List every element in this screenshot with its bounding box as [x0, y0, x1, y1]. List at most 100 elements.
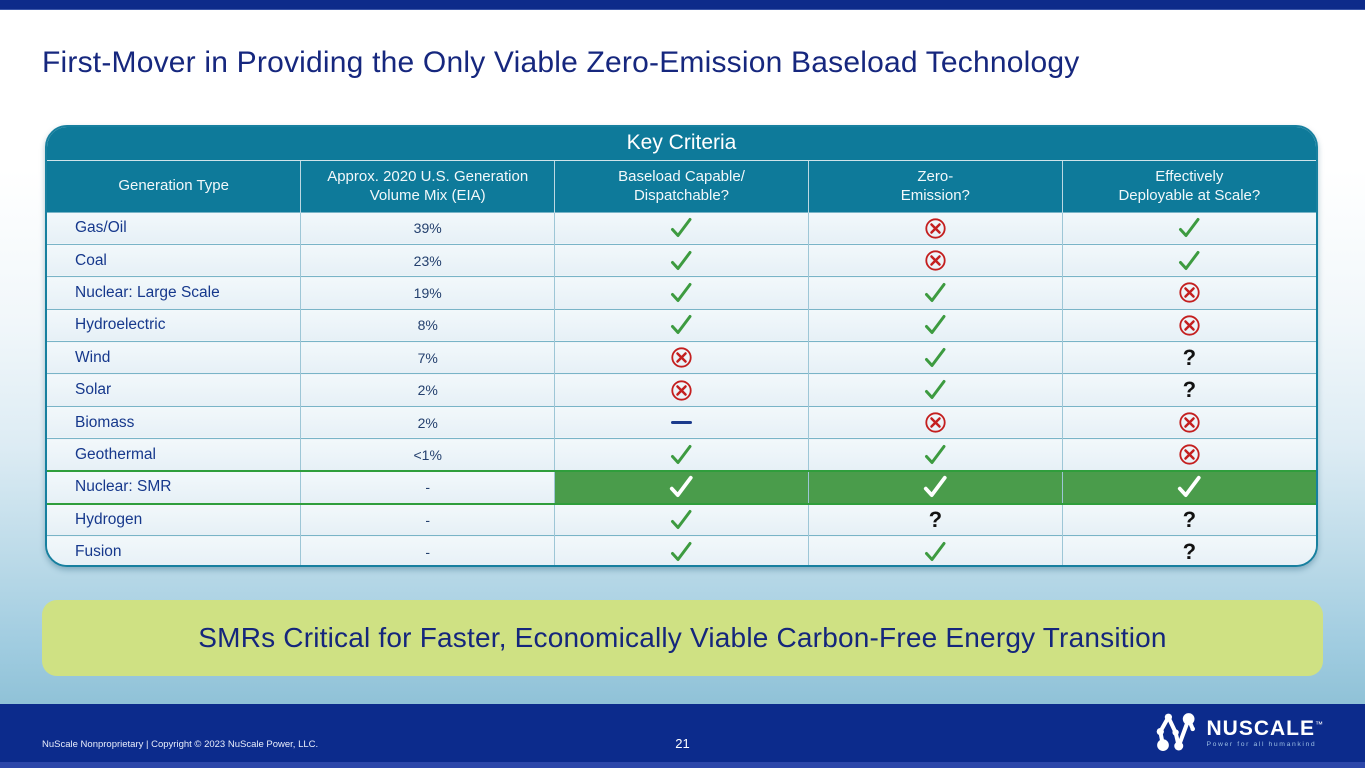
key-criteria-table: Key Criteria Generation Type Approx. 202… — [45, 125, 1318, 567]
volume-mix-cell: - — [300, 535, 555, 565]
generation-type-cell: Nuclear: SMR — [47, 470, 301, 505]
check-icon — [671, 444, 692, 464]
cross-circle-icon — [925, 412, 946, 433]
table-row: Gas/Oil 39% — [47, 211, 1316, 245]
zero-emission-cell — [807, 211, 1063, 245]
cross-circle-icon — [1179, 315, 1200, 336]
volume-mix-cell: - — [300, 503, 555, 536]
volume-mix-cell: 2% — [300, 405, 555, 439]
deployable-cell — [1061, 438, 1316, 472]
baseload-cell — [554, 308, 809, 342]
generation-type-cell: Geothermal — [47, 438, 301, 472]
column-header-zero-emission: Zero- Emission? — [807, 159, 1063, 212]
deployable-cell — [1061, 405, 1316, 439]
check-icon — [671, 542, 692, 562]
top-accent-bar — [0, 0, 1365, 10]
logo-text-block: NUSCALE™ Power for all humankind — [1206, 718, 1323, 748]
deployable-cell — [1061, 276, 1316, 310]
check-icon — [925, 444, 946, 464]
nuscale-logo: NUSCALE™ Power for all humankind — [1154, 710, 1323, 755]
deployable-cell: ? — [1061, 503, 1316, 536]
baseload-cell — [554, 373, 809, 407]
generation-type-cell: Gas/Oil — [47, 211, 301, 245]
baseload-cell — [554, 470, 809, 505]
dash-icon — [670, 420, 692, 425]
logo-tagline: Power for all humankind — [1206, 740, 1317, 748]
bottom-edge-strip — [0, 762, 1365, 768]
cross-circle-icon — [1179, 444, 1200, 465]
cross-circle-icon — [671, 347, 692, 368]
deployable-cell: ? — [1061, 373, 1316, 407]
trademark-symbol: ™ — [1315, 719, 1323, 729]
cross-circle-icon — [925, 218, 946, 239]
generation-type-cell: Solar — [47, 373, 301, 407]
cross-circle-icon — [1179, 412, 1200, 433]
key-message-banner: SMRs Critical for Faster, Economically V… — [42, 600, 1323, 676]
table-body: Gas/Oil 39% Coal 23% Nuclear: Large Scale 19%… — [47, 211, 1316, 565]
logo-wordmark: NUSCALE — [1206, 716, 1315, 740]
volume-mix-cell: 7% — [300, 341, 555, 374]
column-header-volume-mix: Approx. 2020 U.S. Generation Volume Mix … — [300, 159, 555, 212]
zero-emission-cell — [807, 438, 1063, 472]
question-mark: ? — [1182, 377, 1197, 403]
question-mark: ? — [1182, 506, 1197, 532]
generation-type-cell: Hydroelectric — [47, 308, 301, 342]
volume-mix-cell: 23% — [300, 243, 555, 277]
baseload-cell — [554, 405, 809, 439]
generation-type-cell: Biomass — [47, 405, 301, 439]
table-title: Key Criteria — [47, 127, 1316, 160]
zero-emission-cell — [807, 470, 1063, 505]
zero-emission-cell — [807, 276, 1063, 310]
check-icon — [1179, 218, 1200, 238]
column-header-baseload: Baseload Capable/ Dispatchable? — [554, 159, 809, 212]
table-column-header-row: Generation Type Approx. 2020 U.S. Genera… — [47, 159, 1316, 212]
check-icon — [671, 218, 692, 238]
check-icon — [924, 476, 947, 498]
check-icon — [925, 542, 946, 562]
volume-mix-cell: 8% — [300, 308, 555, 342]
zero-emission-cell — [807, 308, 1063, 342]
copyright-text: NuScale Nonproprietary | Copyright © 202… — [42, 739, 319, 750]
generation-type-cell: Coal — [47, 243, 301, 277]
check-icon — [671, 250, 692, 270]
baseload-cell — [554, 276, 809, 310]
generation-comparison-table: Key Criteria Generation Type Approx. 202… — [47, 127, 1316, 565]
baseload-cell — [554, 243, 809, 277]
check-icon — [925, 282, 946, 302]
zero-emission-cell: ? — [807, 503, 1063, 536]
table-row: Geothermal <1% — [47, 438, 1316, 472]
deployable-cell — [1061, 308, 1316, 342]
generation-type-cell: Fusion — [47, 535, 301, 565]
baseload-cell — [554, 503, 809, 536]
generation-type-cell: Hydrogen — [47, 503, 301, 536]
slide-title: First-Mover in Providing the Only Viable… — [42, 46, 1080, 79]
generation-type-cell: Nuclear: Large Scale — [47, 276, 301, 310]
deployable-cell — [1061, 211, 1316, 245]
volume-mix-cell: 2% — [300, 373, 555, 407]
table-row: Coal 23% — [47, 243, 1316, 277]
check-icon — [925, 380, 946, 400]
question-mark: ? — [1182, 539, 1197, 565]
table-row: Hydrogen -?? — [47, 503, 1316, 536]
zero-emission-cell — [807, 405, 1063, 439]
table-row: Nuclear: SMR - — [47, 470, 1316, 505]
check-icon — [670, 476, 694, 498]
table-row: Biomass 2% — [47, 405, 1316, 439]
check-icon — [1179, 250, 1200, 270]
question-mark: ? — [928, 506, 943, 532]
deployable-cell: ? — [1061, 341, 1316, 374]
zero-emission-cell — [807, 243, 1063, 277]
deployable-cell — [1061, 243, 1316, 277]
footer-bar: NuScale Nonproprietary | Copyright © 202… — [0, 704, 1365, 762]
deployable-cell: ? — [1061, 535, 1316, 565]
check-icon — [925, 315, 946, 335]
baseload-cell — [554, 211, 809, 245]
column-header-generation-type: Generation Type — [47, 159, 301, 212]
check-icon — [671, 509, 692, 529]
cross-circle-icon — [925, 250, 946, 271]
table-row: Solar 2%? — [47, 373, 1316, 407]
volume-mix-cell: <1% — [300, 438, 555, 472]
volume-mix-cell: 39% — [300, 211, 555, 245]
cross-circle-icon — [1179, 282, 1200, 304]
table-row: Nuclear: Large Scale 19% — [47, 276, 1316, 310]
